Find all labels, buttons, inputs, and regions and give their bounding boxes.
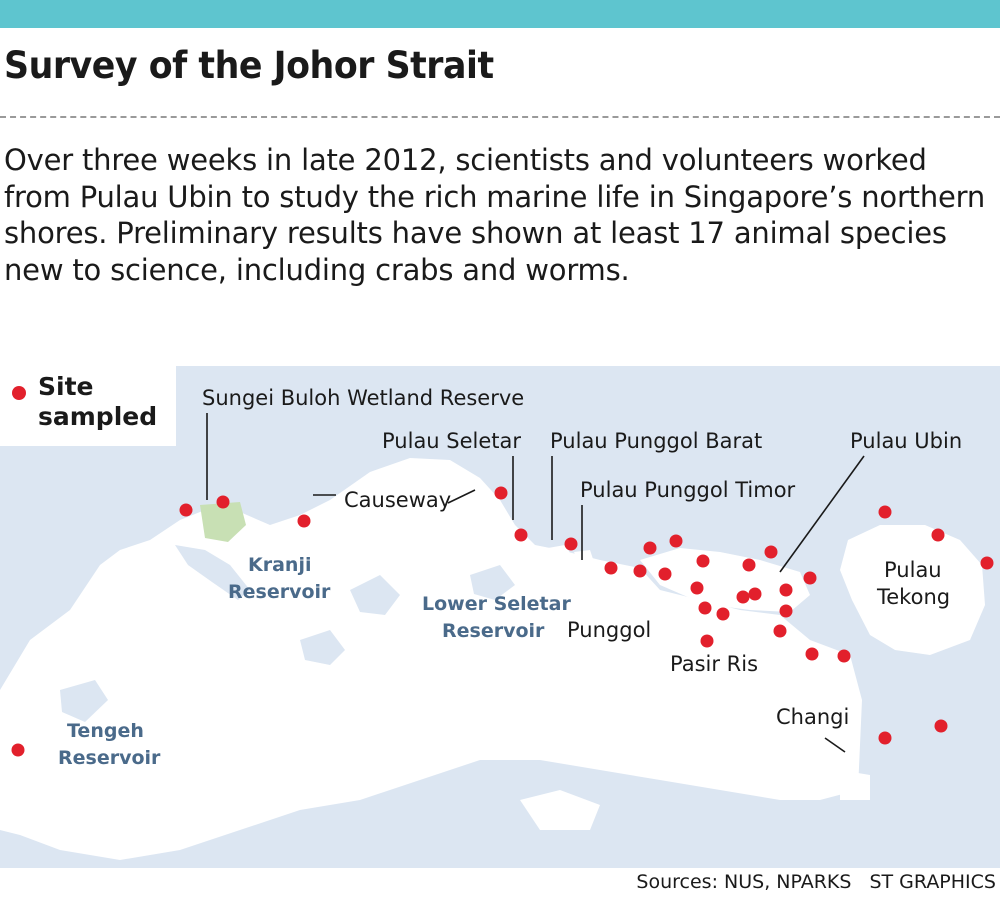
- pulau-punggol-barat-island: [548, 545, 572, 562]
- site-marker: [805, 647, 819, 661]
- site-marker: [742, 558, 756, 572]
- site-marker: [700, 634, 714, 648]
- label-kranji-reservoir-line2: Reservoir: [228, 581, 331, 603]
- site-marker: [716, 607, 730, 621]
- label-sungei-buloh: Sungei Buloh Wetland Reserve: [202, 386, 524, 410]
- kranji-reservoir-water: [175, 545, 250, 600]
- label-causeway: Causeway: [344, 488, 451, 512]
- site-marker: [931, 528, 945, 542]
- legend-label: Site sampled: [38, 372, 158, 431]
- lower-seletar-reservoir-water: [470, 565, 515, 600]
- sample-sites: [11, 486, 994, 757]
- western-island: [0, 750, 55, 810]
- site-marker: [658, 567, 672, 581]
- site-marker: [494, 486, 508, 500]
- site-marker: [669, 534, 683, 548]
- site-marker: [698, 601, 712, 615]
- label-lower-seletar-reservoir-line1: Lower Seletar: [422, 593, 571, 615]
- label-kranji-reservoir-line1: Kranji: [248, 554, 311, 576]
- site-marker: [643, 541, 657, 555]
- map-container: Sungei Buloh Wetland Reserve Pulau Selet…: [0, 366, 1000, 868]
- site-marker: [837, 649, 851, 663]
- leader-lines: [206, 413, 865, 753]
- label-tengeh-reservoir-line1: Tengeh: [67, 720, 144, 742]
- label-pulau-ubin: Pulau Ubin: [850, 429, 962, 453]
- pulau-tekong-island: [840, 525, 985, 655]
- wetland-area: [200, 502, 246, 542]
- map-legend: Site sampled: [0, 366, 176, 446]
- site-marker: [11, 743, 25, 757]
- intro-text: Over three weeks in late 2012, scientist…: [4, 143, 986, 287]
- site-marker: [803, 571, 817, 585]
- label-changi: Changi: [776, 705, 849, 729]
- site-marker: [179, 503, 193, 517]
- site-marker: [878, 731, 892, 745]
- label-lower-seletar-reservoir-line2: Reservoir: [442, 620, 545, 642]
- tengeh-reservoir-water: [60, 680, 108, 722]
- site-marker: [736, 590, 750, 604]
- site-marker: [216, 495, 230, 509]
- site-marker: [980, 556, 994, 570]
- site-marker: [696, 554, 710, 568]
- credits: Sources: NUS, NPARKS ST GRAPHICS: [636, 871, 996, 893]
- site-marker: [779, 604, 793, 618]
- site-marker: [779, 583, 793, 597]
- label-pasir-ris: Pasir Ris: [670, 652, 758, 676]
- sources-credit: Sources: NUS, NPARKS: [636, 871, 852, 893]
- changi-coast: [840, 770, 870, 800]
- site-marker: [773, 624, 787, 638]
- graphics-credit: ST GRAPHICS: [869, 871, 996, 893]
- central-reservoir-water: [300, 630, 345, 665]
- label-tengeh-reservoir-line2: Reservoir: [58, 747, 161, 769]
- site-marker: [748, 587, 762, 601]
- label-pulau-tekong-line2: Tekong: [876, 585, 950, 609]
- site-marker: [633, 564, 647, 578]
- label-pulau-punggol-barat: Pulau Punggol Barat: [550, 429, 762, 453]
- site-marker: [297, 514, 311, 528]
- site-marker-icon: [12, 386, 26, 400]
- page-title: Survey of the Johor Strait: [4, 44, 494, 87]
- label-punggol: Punggol: [567, 618, 651, 642]
- upper-reservoir-water: [350, 575, 400, 615]
- southern-island: [520, 790, 600, 830]
- site-marker: [934, 719, 948, 733]
- title-divider: [0, 116, 1000, 118]
- label-pulau-punggol-timor: Pulau Punggol Timor: [580, 478, 796, 502]
- site-marker: [514, 528, 528, 542]
- site-marker: [878, 505, 892, 519]
- pulau-punggol-timor-island: [574, 550, 594, 566]
- johor-strait-map: Sungei Buloh Wetland Reserve Pulau Selet…: [0, 366, 1000, 868]
- header-accent-bar: [0, 0, 1000, 28]
- site-marker: [604, 561, 618, 575]
- label-pulau-seletar: Pulau Seletar: [382, 429, 521, 453]
- site-marker: [764, 545, 778, 559]
- label-pulau-tekong-line1: Pulau: [884, 558, 942, 582]
- site-marker: [690, 581, 704, 595]
- pulau-ubin-island: [640, 548, 810, 612]
- site-marker: [564, 537, 578, 551]
